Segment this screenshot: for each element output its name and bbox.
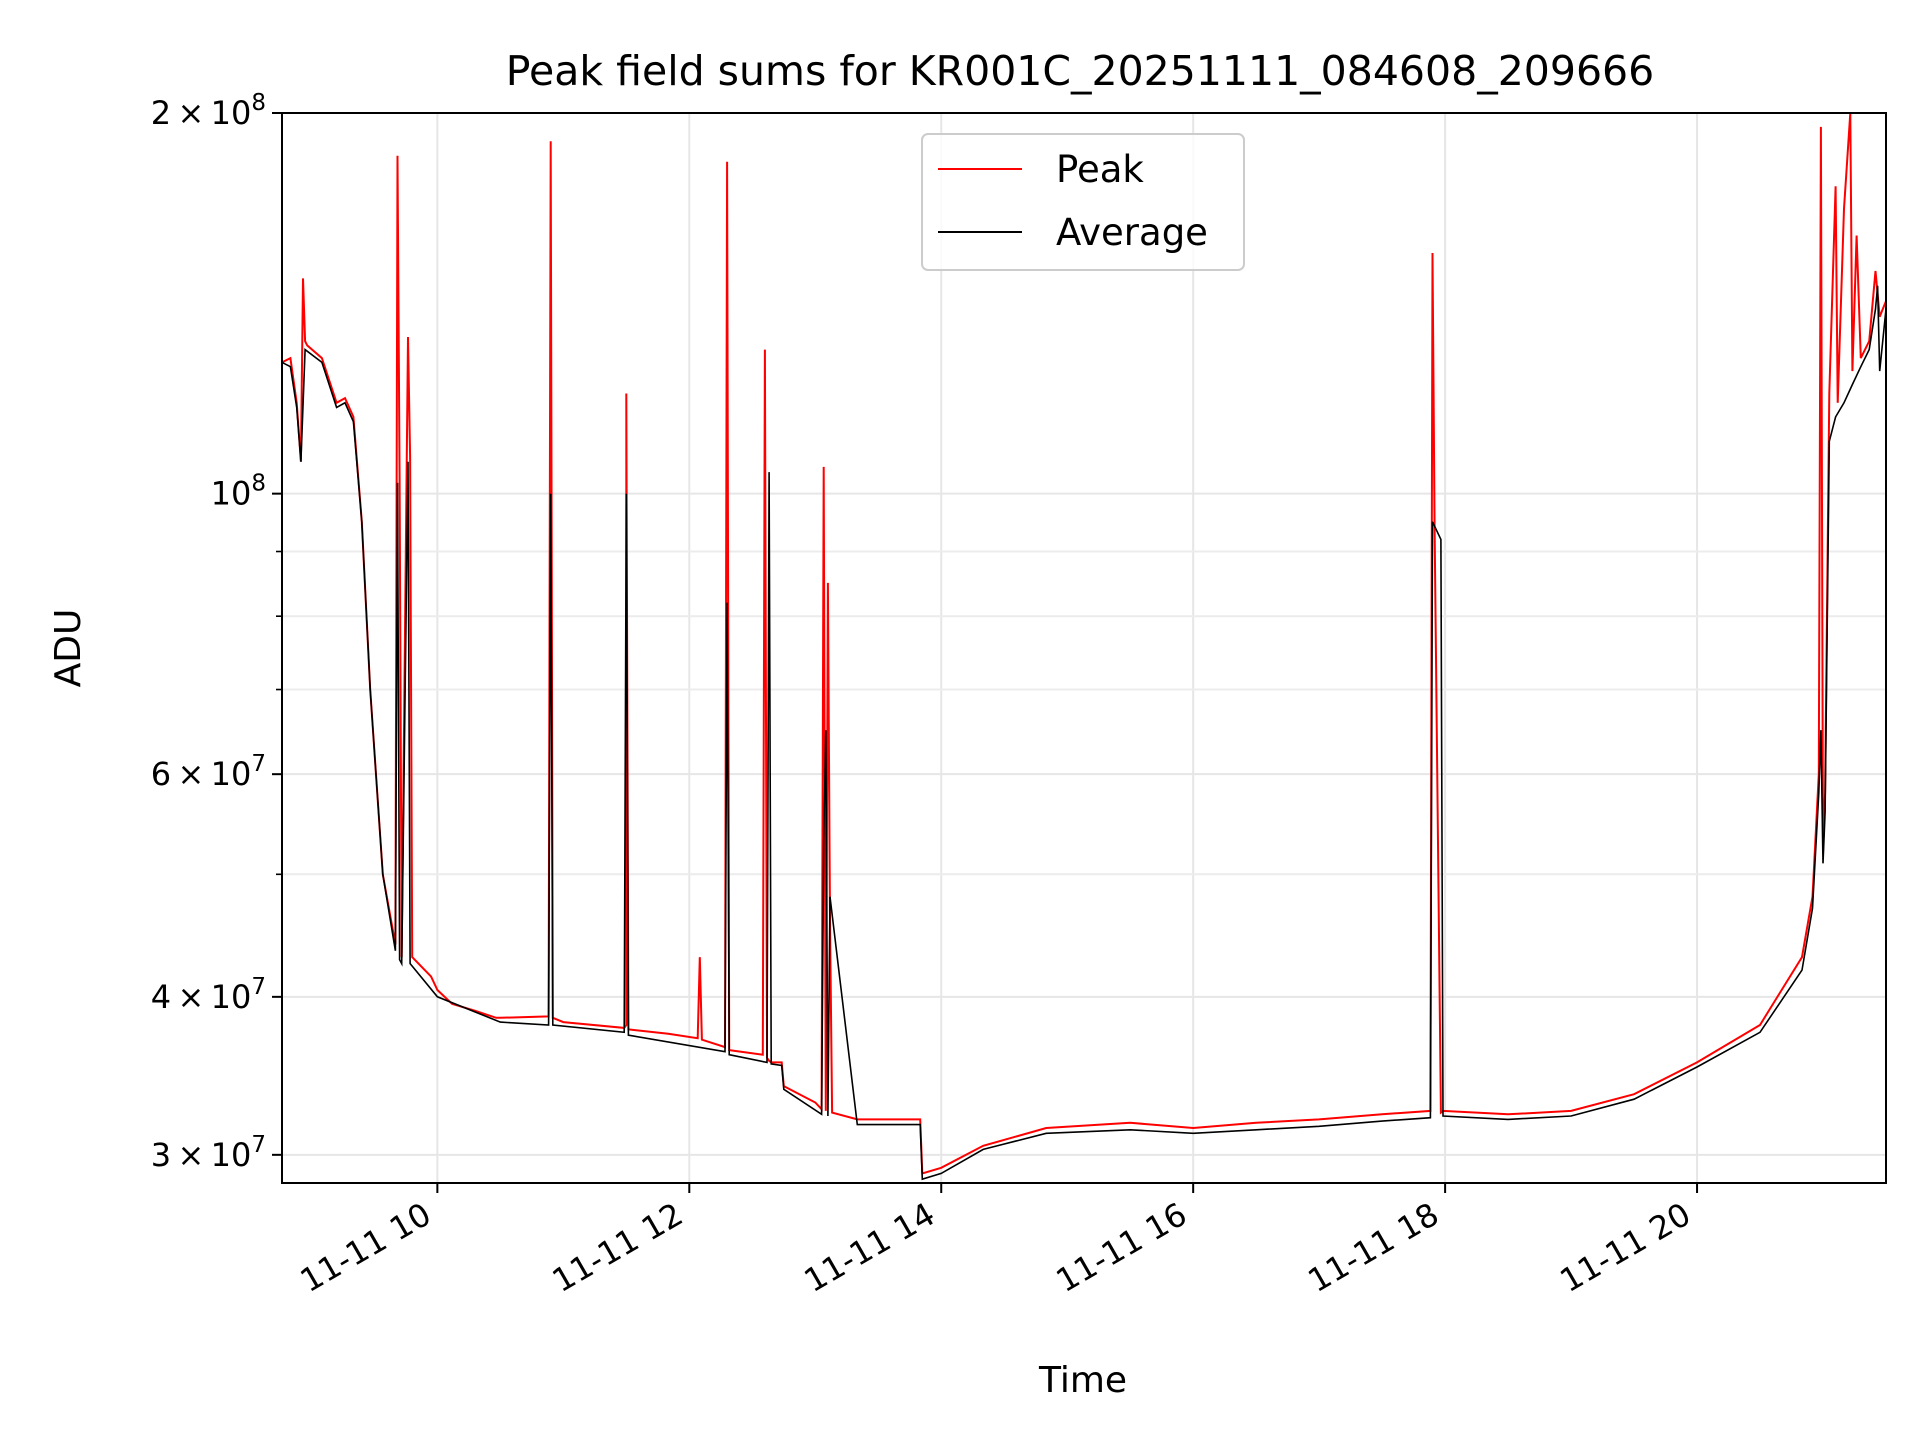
x-axis-label: Time bbox=[1038, 1360, 1127, 1401]
x-axis: 11-11 10 11-11 12 11-11 14 11-11 16 11-11 18… bbox=[294, 1183, 1699, 1300]
plot-frame bbox=[281, 112, 1887, 1184]
y-tick-label-0: 3 × 107 bbox=[151, 1132, 266, 1174]
y-tick-label-1: 4 × 107 bbox=[151, 974, 266, 1016]
y-tick-label-4: 2 × 108 bbox=[151, 90, 266, 132]
y-axis: 3 × 107 4 × 107 6 × 107 108 2 × 108 bbox=[151, 90, 282, 1174]
legend: Peak Average bbox=[921, 133, 1245, 271]
y-axis-label: ADU bbox=[48, 609, 89, 688]
series-line-average bbox=[282, 285, 1886, 1181]
legend-label-average: Average bbox=[1056, 211, 1208, 254]
grid-lines bbox=[282, 112, 1886, 1183]
x-tick-label-4: 11-11 18 bbox=[1302, 1195, 1446, 1300]
x-tick-label-5: 11-11 20 bbox=[1553, 1195, 1697, 1300]
chart-title: Peak field sums for KR001C_20251111_0846… bbox=[506, 47, 1654, 95]
x-tick-label-1: 11-11 12 bbox=[546, 1195, 690, 1300]
x-tick-label-3: 11-11 16 bbox=[1050, 1195, 1194, 1300]
y-tick-label-2: 6 × 107 bbox=[151, 751, 266, 793]
x-tick-label-0: 11-11 10 bbox=[294, 1195, 438, 1300]
legend-label-peak: Peak bbox=[1056, 148, 1144, 191]
x-tick-label-2: 11-11 14 bbox=[798, 1195, 942, 1300]
series-layer bbox=[282, 113, 1886, 1181]
series-line-peak bbox=[282, 113, 1886, 1175]
y-tick-label-3: 108 bbox=[211, 471, 266, 513]
